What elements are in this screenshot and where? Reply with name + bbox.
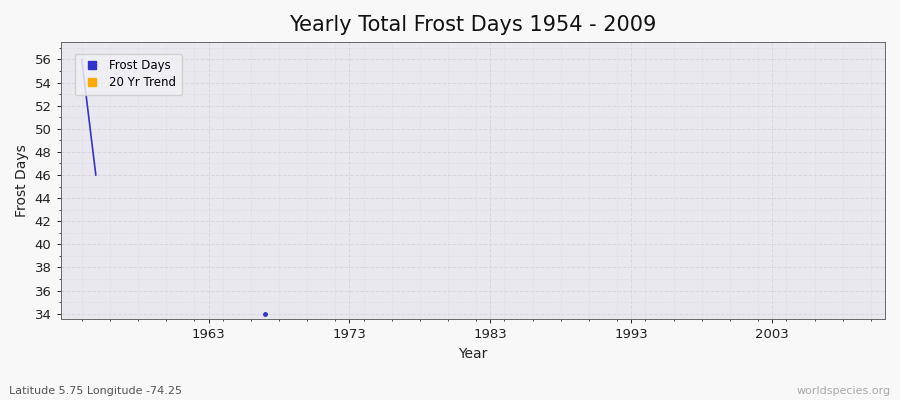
Text: worldspecies.org: worldspecies.org xyxy=(796,386,891,396)
Text: Latitude 5.75 Longitude -74.25: Latitude 5.75 Longitude -74.25 xyxy=(9,386,182,396)
Title: Yearly Total Frost Days 1954 - 2009: Yearly Total Frost Days 1954 - 2009 xyxy=(289,15,656,35)
Legend: Frost Days, 20 Yr Trend: Frost Days, 20 Yr Trend xyxy=(75,54,182,95)
X-axis label: Year: Year xyxy=(458,347,488,361)
Y-axis label: Frost Days: Frost Days xyxy=(15,144,29,217)
